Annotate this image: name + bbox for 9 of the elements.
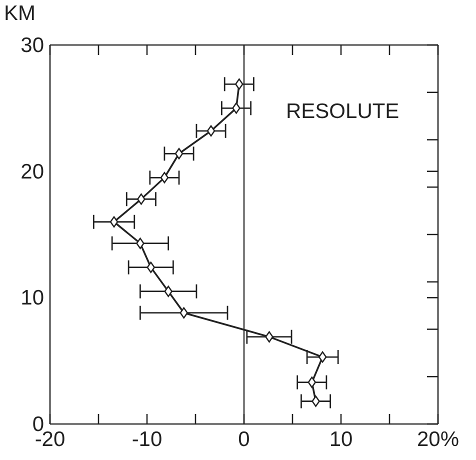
x-tick-label: -10 — [132, 428, 162, 451]
y-tick-label: 30 — [20, 34, 44, 57]
y-axis-title: KM — [4, 2, 36, 26]
x-tick-label: 20% — [416, 428, 460, 451]
x-tick-label: 10 — [329, 428, 353, 451]
y-tick-label: 10 — [20, 286, 44, 310]
y-tick-label: 20 — [20, 160, 44, 184]
annotation: RESOLUTE — [286, 100, 400, 124]
x-tick-label: 0 — [238, 428, 250, 451]
